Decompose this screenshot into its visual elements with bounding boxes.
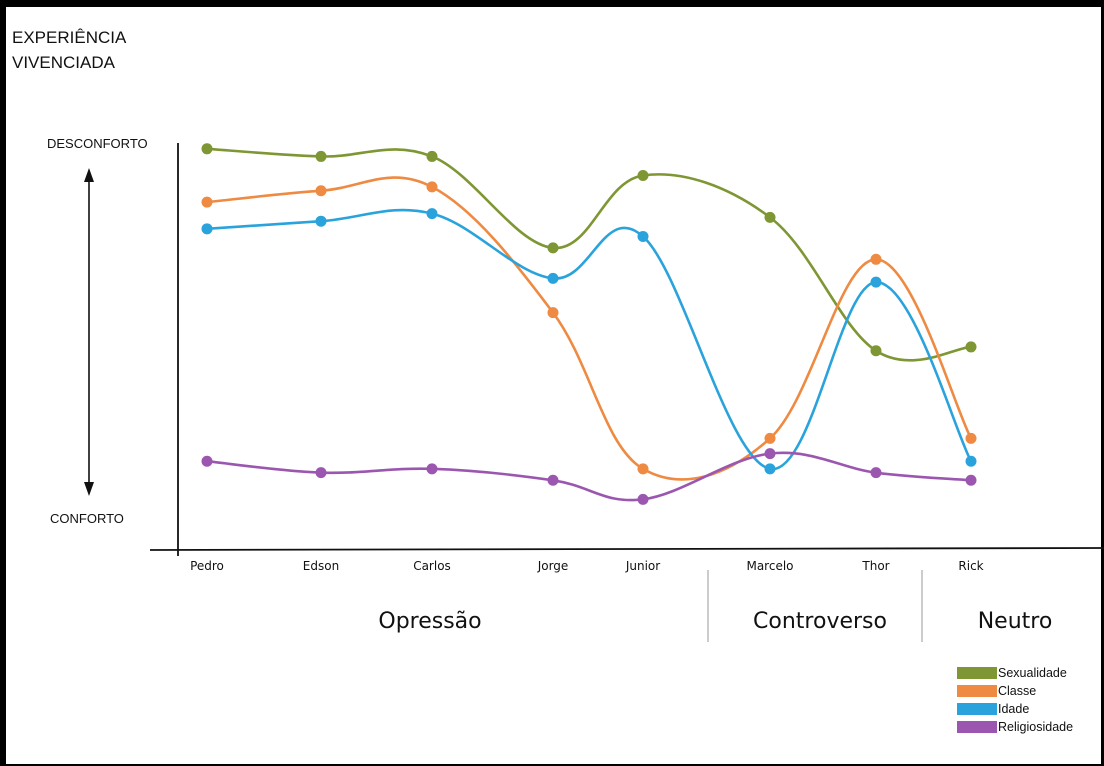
point-religiosidade-carlos <box>426 463 438 475</box>
x-tick-label-thor: Thor <box>861 559 889 573</box>
legend-item-classe: Classe <box>957 682 1073 700</box>
point-idade-carlos <box>426 208 438 220</box>
point-classe-rick <box>965 432 977 444</box>
point-religiosidade-rick <box>965 474 977 486</box>
legend-swatch <box>957 703 997 715</box>
group-label-1: Opressão <box>378 609 481 634</box>
point-classe-carlos <box>426 181 438 193</box>
point-idade-pedro <box>201 223 213 235</box>
point-idade-marcelo <box>764 463 776 475</box>
legend-item-sexualidade: Sexualidade <box>957 664 1073 682</box>
legend-swatch <box>957 667 997 679</box>
point-idade-junior <box>637 230 649 242</box>
point-sexualidade-edson <box>315 150 327 162</box>
legend-label: Classe <box>998 684 1037 698</box>
point-sexualidade-jorge <box>547 242 559 254</box>
point-classe-junior <box>637 463 649 475</box>
y-top-label: DESCONFORTO <box>47 136 148 151</box>
point-religiosidade-marcelo <box>764 448 776 460</box>
legend-item-idade: Idade <box>957 700 1073 718</box>
y-arrow <box>84 168 94 496</box>
series-line-sexualidade <box>206 147 972 362</box>
legend-label: Religiosidade <box>998 720 1074 734</box>
x-tick-label-edson: Edson <box>303 559 339 573</box>
legend-swatch <box>957 721 997 733</box>
point-religiosidade-pedro <box>201 455 213 467</box>
x-axis-line <box>149 547 1104 551</box>
series-religiosidade <box>201 448 977 505</box>
x-tick-label-pedro: Pedro <box>190 559 224 573</box>
legend: Sexualidade Classe Idade Religiosidade <box>957 664 1073 736</box>
point-classe-jorge <box>547 307 559 319</box>
x-tick-label-carlos: Carlos <box>413 559 451 573</box>
point-classe-edson <box>315 185 327 197</box>
point-religiosidade-thor <box>870 467 882 479</box>
group-label-2: Controverso <box>753 609 887 634</box>
series-line-religiosidade <box>206 451 972 502</box>
legend-label: Sexualidade <box>998 666 1067 680</box>
point-idade-rick <box>965 455 977 467</box>
point-sexualidade-pedro <box>201 143 213 155</box>
point-religiosidade-jorge <box>547 474 559 486</box>
point-idade-thor <box>870 276 882 288</box>
legend-swatch <box>957 685 997 697</box>
point-religiosidade-junior <box>637 493 649 505</box>
legend-item-religiosidade: Religiosidade <box>957 718 1073 736</box>
y-axis-title: EXPERIÊNCIA VIVENCIADA <box>12 28 126 72</box>
group-label-3: Neutro <box>978 609 1053 634</box>
x-tick-label-rick: Rick <box>958 559 983 573</box>
point-religiosidade-edson <box>315 467 327 479</box>
point-classe-marcelo <box>764 432 776 444</box>
series-line-idade <box>206 208 973 471</box>
x-tick-label-junior: Junior <box>625 559 660 573</box>
series-classe <box>201 176 977 481</box>
point-sexualidade-carlos <box>426 150 438 162</box>
y-bottom-label: CONFORTO <box>50 511 124 526</box>
point-idade-edson <box>315 215 327 227</box>
point-sexualidade-marcelo <box>764 211 776 223</box>
point-sexualidade-junior <box>637 169 649 181</box>
series-sexualidade <box>201 143 977 362</box>
point-classe-pedro <box>201 196 213 208</box>
legend-label: Idade <box>998 702 1030 716</box>
point-idade-jorge <box>547 272 559 284</box>
point-classe-thor <box>870 253 882 265</box>
point-sexualidade-rick <box>965 341 977 353</box>
series-idade <box>201 208 977 475</box>
x-tick-label-jorge: Jorge <box>537 559 569 573</box>
point-sexualidade-thor <box>870 345 882 357</box>
x-tick-label-marcelo: Marcelo <box>746 559 793 573</box>
